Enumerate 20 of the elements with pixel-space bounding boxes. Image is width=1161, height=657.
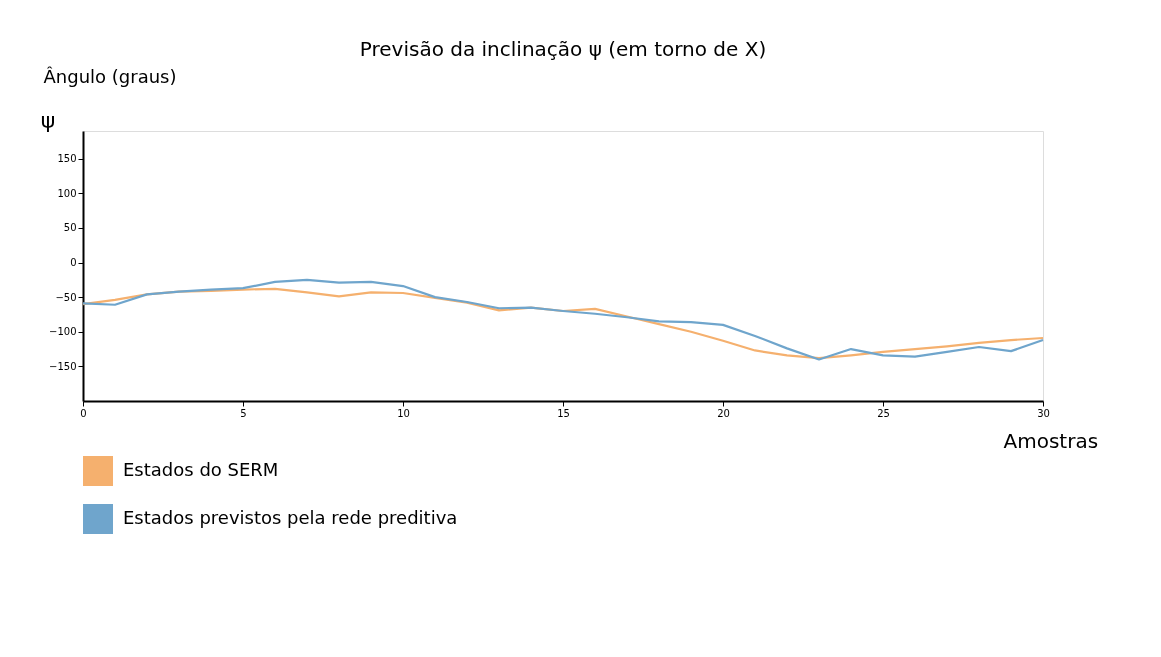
x-tick-label: 10 <box>397 407 410 419</box>
y-tick-label: 50 <box>63 222 77 234</box>
x-tick-label: 25 <box>877 407 890 419</box>
y-tick-label: −50 <box>55 291 77 303</box>
y-axis-title: Ângulo (graus) <box>43 65 177 87</box>
y-tick-label: 100 <box>57 187 77 199</box>
legend-label: Estados do SERM <box>123 459 279 480</box>
x-tick-label: 5 <box>240 407 247 419</box>
y-tick-label: 150 <box>57 153 77 165</box>
text: ψ <box>40 108 56 133</box>
x-tick-label: 0 <box>80 407 87 419</box>
y-tick-label: −150 <box>49 360 77 372</box>
x-axis-title: Amostras <box>1003 428 1099 453</box>
legend-label: Estados previstos pela rede preditiva <box>123 507 458 528</box>
y-tick-label: 0 <box>70 257 77 269</box>
x-tick-label: 20 <box>717 407 730 419</box>
y-tick-label: −100 <box>49 326 77 338</box>
x-tick-label: 30 <box>1037 407 1050 419</box>
chart-title: Previsão da inclinação ψ (em torno de X) <box>359 37 767 61</box>
x-tick-label: 15 <box>557 407 570 419</box>
